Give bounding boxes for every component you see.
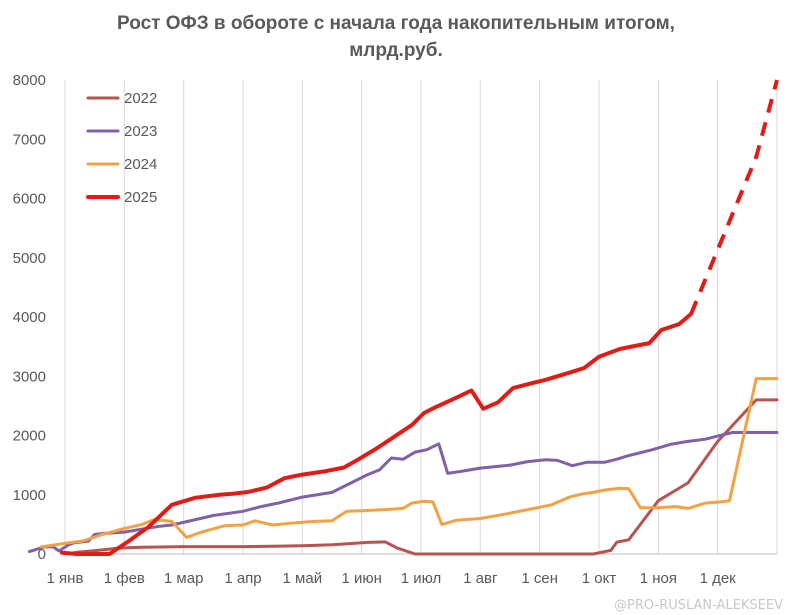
legend-label-2023: 2023 (124, 123, 157, 140)
x-tick-label: 1 ноя (640, 570, 677, 587)
y-tick-label: 7000 (13, 131, 46, 148)
y-tick-label: 0 (38, 546, 46, 563)
series-line-2023 (27, 431, 779, 554)
x-tick-label: 1 янв (47, 570, 84, 587)
x-tick-label: 1 авг (463, 570, 498, 587)
watermark: @PRO-RUSLAN-ALEKSEEV (614, 598, 783, 613)
x-tick-label: 1 сен (521, 570, 558, 587)
x-axis: 1 янв 1 фев 1 мар 1 апр 1 май 1 июн 1 июл 1 авг… (47, 570, 737, 587)
x-tick-label: 1 мар (164, 570, 204, 587)
y-tick-label: 1000 (13, 487, 46, 504)
legend-label-2022: 2022 (124, 90, 157, 107)
y-tick-label: 4000 (13, 309, 46, 326)
y-tick-label: 5000 (13, 250, 46, 267)
x-tick-label: 1 дек (700, 570, 737, 587)
y-tick-label: 6000 (13, 191, 46, 208)
grid (64, 80, 778, 555)
series-lines (27, 79, 779, 556)
x-tick-label: 1 фев (104, 570, 145, 587)
legend-label-2025: 2025 (124, 189, 157, 206)
y-tick-label: 8000 (13, 72, 46, 89)
series-line-2022 (66, 398, 779, 556)
series-forecast-2025 (689, 79, 779, 315)
y-tick-label: 2000 (13, 428, 46, 445)
x-tick-label: 1 окт (582, 570, 617, 587)
x-tick-label: 1 май (283, 570, 323, 587)
legend-label-2024: 2024 (124, 156, 157, 173)
x-tick-label: 1 апр (224, 570, 261, 587)
x-tick-label: 1 июл (401, 570, 442, 587)
chart-title-line2: млрд.руб. (349, 40, 443, 61)
x-tick-label: 1 июн (341, 570, 381, 587)
legend: 2022 2023 2024 2025 (86, 90, 157, 206)
series-line-2024 (39, 377, 779, 549)
series-line-2025 (60, 312, 693, 556)
y-tick-label: 3000 (13, 368, 46, 385)
y-axis: 0 1000 2000 3000 4000 5000 6000 7000 8000 (13, 72, 46, 563)
chart-title-line1: Рост ОФЗ в обороте с начала года накопит… (117, 13, 675, 34)
